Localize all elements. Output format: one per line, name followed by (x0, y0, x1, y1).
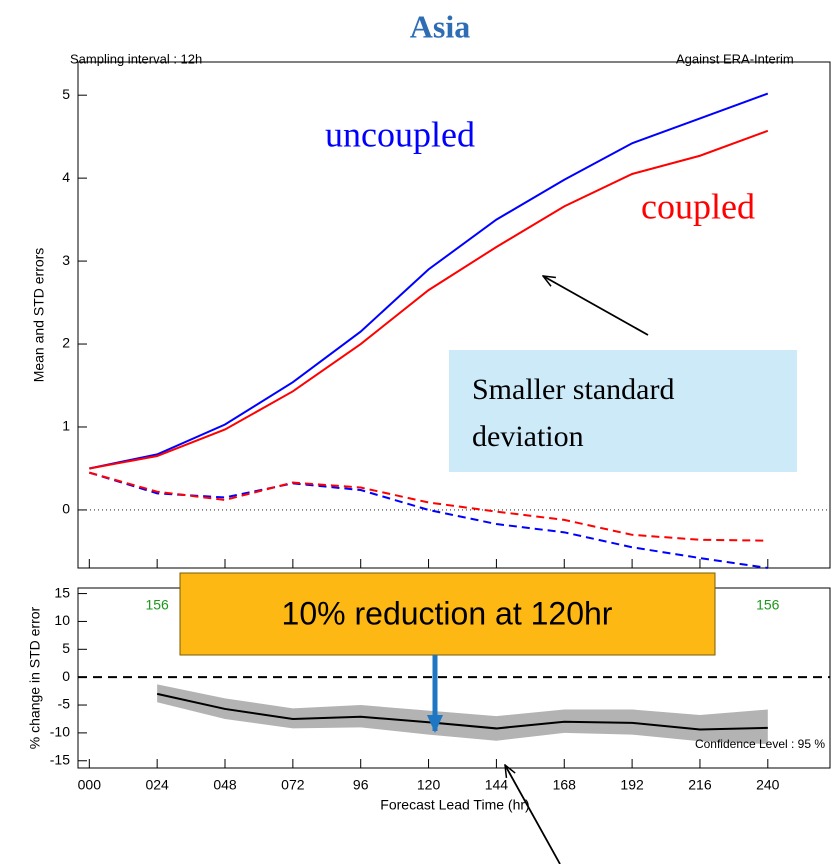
y-tick-label: 0 (62, 668, 70, 684)
callout-box (449, 350, 797, 472)
x-tick-label: 072 (281, 777, 305, 793)
y-tick-label: 4 (62, 169, 70, 185)
y-tick-label: 5 (62, 86, 70, 102)
std-error-line (89, 92, 769, 470)
y-tick-label: 15 (54, 584, 70, 600)
pct-change-line (156, 692, 768, 731)
mean-error-line (89, 471, 768, 542)
x-tick-label: 024 (145, 777, 169, 793)
x-tick-label: 168 (553, 777, 577, 793)
y-axis-label: Mean and STD errors (31, 248, 47, 383)
x-tick-label: 216 (688, 777, 712, 793)
back-layer: Asia Sampling interval : 12h Against ERA-I… (27, 8, 831, 813)
header-right: Against ERA-Interim (676, 51, 794, 66)
x-tick-label: 120 (417, 777, 441, 793)
header-left: Sampling interval : 12h (70, 51, 202, 66)
y-tick-label: 2 (62, 335, 70, 351)
y-tick-label: -15 (50, 751, 70, 767)
y-tick-label: -10 (50, 724, 70, 740)
arrow (543, 276, 649, 336)
y-tick-label: 1 (62, 418, 70, 434)
x-tick-label: 240 (756, 777, 780, 793)
std-error-line (89, 129, 769, 470)
confidence-label: Confidence Level : 95 % (695, 737, 825, 751)
sample-count: 156 (145, 597, 169, 613)
x-axis-label: Forecast Lead Time (hr) (380, 797, 529, 813)
confidence-band (157, 684, 768, 745)
x-tick-label: 048 (213, 777, 237, 793)
callout-text: Smaller standard (472, 373, 674, 406)
y-axis-label: % change in STD error (27, 606, 43, 749)
x-tick-label: 000 (78, 777, 102, 793)
callout-text: 10% reduction at 120hr (282, 595, 613, 631)
y-tick-label: 0 (62, 501, 70, 517)
y-tick-label: -5 (58, 696, 71, 712)
y-tick-label: 3 (62, 252, 70, 268)
y-tick-label: 5 (62, 640, 70, 656)
series-annotation: coupled (641, 186, 755, 226)
callout-box (179, 572, 716, 656)
series-annotation: uncoupled (325, 114, 475, 154)
front-layer: uncoupled coupled Smaller standard deviatio… (179, 114, 797, 864)
plot-frame (77, 61, 831, 569)
sample-count: 156 (756, 597, 780, 613)
y-tick-label: 10 (54, 612, 70, 628)
chart-title: Asia (410, 8, 470, 44)
mean-error-line (89, 471, 768, 569)
x-tick-label: 96 (353, 777, 369, 793)
x-tick-label: 192 (620, 777, 644, 793)
x-tick-label: 144 (485, 777, 509, 793)
arrow (505, 765, 561, 864)
callout-text: deviation (472, 420, 584, 453)
